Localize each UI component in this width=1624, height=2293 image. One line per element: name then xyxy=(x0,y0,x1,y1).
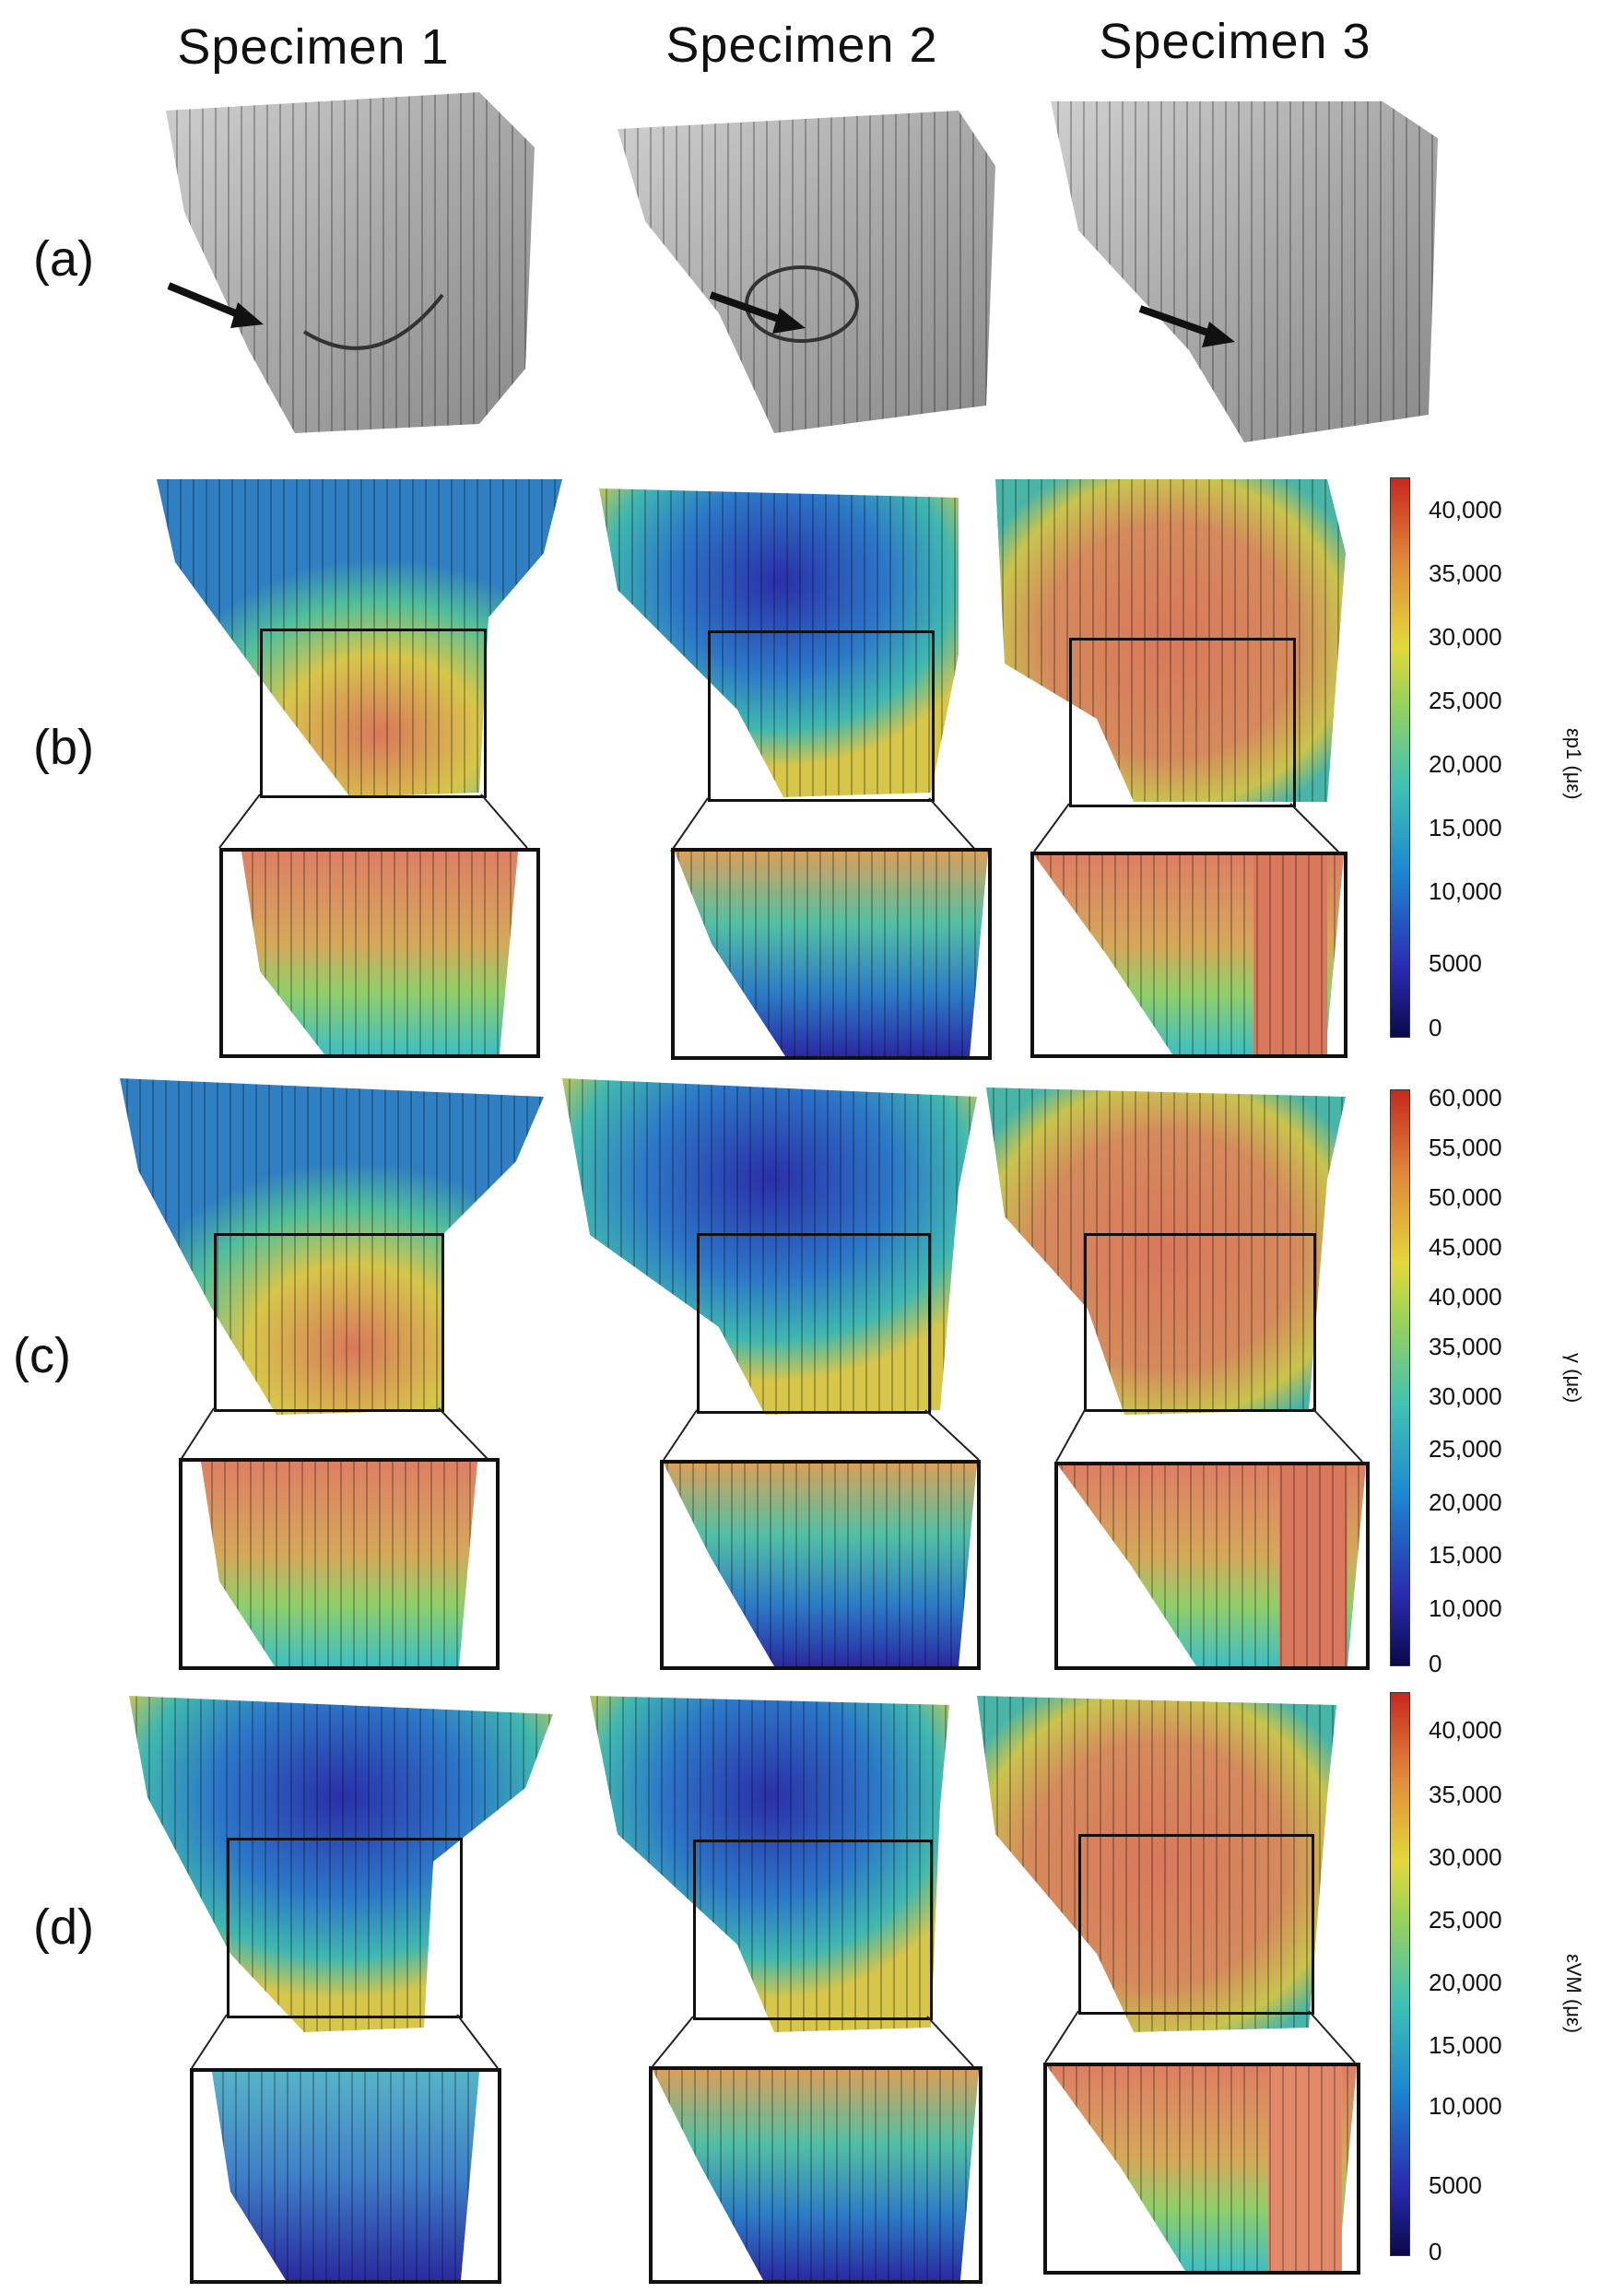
colorbar-tick: 30,000 xyxy=(1429,1382,1502,1410)
colorbar-tick: 5000 xyxy=(1429,2171,1482,2199)
strain-map-gamma-specimen-2 xyxy=(553,1069,986,1419)
zoom-box xyxy=(1069,638,1296,807)
zoom-inset-evm-specimen-3 xyxy=(1043,2063,1360,2275)
colorbar-tick: 40,000 xyxy=(1429,496,1502,523)
colorbar-tick: 25,000 xyxy=(1429,687,1502,714)
colorbar-gamma xyxy=(1390,1089,1410,1666)
colorbar-tick: 10,000 xyxy=(1429,877,1502,905)
colorbar-tick: 10,000 xyxy=(1429,1594,1502,1622)
zoom-inset-evm-specimen-1 xyxy=(190,2068,501,2284)
zoom-connector xyxy=(218,794,528,849)
zoom-inset-gamma-specimen-2 xyxy=(660,1460,981,1670)
colorbar-tick: 25,000 xyxy=(1429,1435,1502,1463)
zoom-connector xyxy=(652,2016,974,2067)
colorbar-tick: 15,000 xyxy=(1429,2031,1502,2059)
colorbar-tick: 35,000 xyxy=(1429,1781,1502,1808)
strain-map-evm-specimen-1 xyxy=(120,1677,562,2037)
colorbar-tick: 0 xyxy=(1429,2238,1442,2265)
colorbar-tick: 20,000 xyxy=(1429,750,1502,778)
strain-map-ep1-specimen-2 xyxy=(590,470,977,802)
arrow-icon xyxy=(1136,300,1237,355)
colorbar-tick: 45,000 xyxy=(1429,1233,1502,1261)
zoom-connector xyxy=(670,797,978,853)
zoom-box xyxy=(693,1840,933,2020)
zoom-box xyxy=(227,1838,463,2018)
zoom-box xyxy=(214,1233,444,1412)
colorbar-tick: 60,000 xyxy=(1429,1084,1502,1111)
arrow-icon xyxy=(164,276,265,332)
colorbar-tick: 40,000 xyxy=(1429,1716,1502,1744)
zoom-box xyxy=(697,1233,931,1414)
strain-map-evm-specimen-2 xyxy=(581,1687,968,2037)
zoom-connector xyxy=(1044,2010,1356,2064)
colorbar-ep1 xyxy=(1390,477,1410,1038)
zoom-inset-gamma-specimen-3 xyxy=(1054,1462,1370,1670)
column-header-specimen-1: Specimen 1 xyxy=(177,19,450,75)
strain-map-gamma-specimen-3 xyxy=(977,1069,1355,1419)
zoom-box xyxy=(1084,1233,1316,1412)
zoom-connector xyxy=(180,1407,489,1461)
colorbar-tick: 5000 xyxy=(1429,949,1482,977)
zoom-inset-evm-specimen-2 xyxy=(649,2066,983,2284)
zoom-box xyxy=(1078,1834,1314,2015)
colorbar-tick: 20,000 xyxy=(1429,1488,1502,1516)
colorbar-evm xyxy=(1390,1692,1410,2256)
colorbar-tick: 15,000 xyxy=(1429,1541,1502,1569)
zoom-inset-gamma-specimen-1 xyxy=(179,1458,500,1670)
colorbar-title: εVM (με) xyxy=(1562,1954,1585,2034)
colorbar-tick: 35,000 xyxy=(1429,1333,1502,1360)
zoom-connector xyxy=(1033,803,1339,853)
strain-map-ep1-specimen-1 xyxy=(138,470,581,802)
zoom-connector xyxy=(663,1409,980,1461)
colorbar-tick: 10,000 xyxy=(1429,2092,1502,2120)
column-header-specimen-3: Specimen 3 xyxy=(1099,14,1371,69)
colorbar-title: γ (με) xyxy=(1562,1353,1585,1404)
colorbar-tick: 20,000 xyxy=(1429,1969,1502,1996)
row-label-c: (c) xyxy=(13,1328,71,1383)
colorbar-tick: 55,000 xyxy=(1429,1134,1502,1161)
zoom-connector xyxy=(191,2014,499,2069)
colorbar-tick: 50,000 xyxy=(1429,1183,1502,1211)
row-label-b: (b) xyxy=(33,720,94,775)
ct-image-specimen-1 xyxy=(147,74,664,433)
zoom-inset-ep1-specimen-1 xyxy=(219,848,540,1058)
ct-image-specimen-2 xyxy=(608,74,1014,433)
colorbar-tick: 25,000 xyxy=(1429,1906,1502,1934)
zoom-box xyxy=(260,629,487,798)
zoom-connector xyxy=(1055,1407,1363,1463)
zoom-box xyxy=(708,630,935,802)
strain-map-evm-specimen-3 xyxy=(968,1677,1355,2037)
colorbar-tick: 0 xyxy=(1429,1014,1442,1041)
ct-image-specimen-3 xyxy=(1041,83,1447,442)
colorbar-tick: 40,000 xyxy=(1429,1283,1502,1311)
colorbar-tick: 30,000 xyxy=(1429,623,1502,651)
colorbar-tick: 30,000 xyxy=(1429,1843,1502,1871)
zoom-inset-ep1-specimen-2 xyxy=(671,848,992,1060)
row-label-d: (d) xyxy=(33,1899,94,1955)
strain-map-gamma-specimen-1 xyxy=(111,1069,553,1419)
colorbar-tick: 15,000 xyxy=(1429,814,1502,841)
strain-map-ep1-specimen-3 xyxy=(986,461,1355,811)
zoom-inset-ep1-specimen-3 xyxy=(1030,852,1347,1058)
column-header-specimen-2: Specimen 2 xyxy=(665,18,938,73)
row-label-a: (a) xyxy=(33,231,94,287)
arrow-icon xyxy=(706,286,807,341)
colorbar-title: εp1 (με) xyxy=(1562,728,1585,800)
colorbar-tick: 35,000 xyxy=(1429,559,1502,587)
colorbar-tick: 0 xyxy=(1429,1650,1442,1677)
